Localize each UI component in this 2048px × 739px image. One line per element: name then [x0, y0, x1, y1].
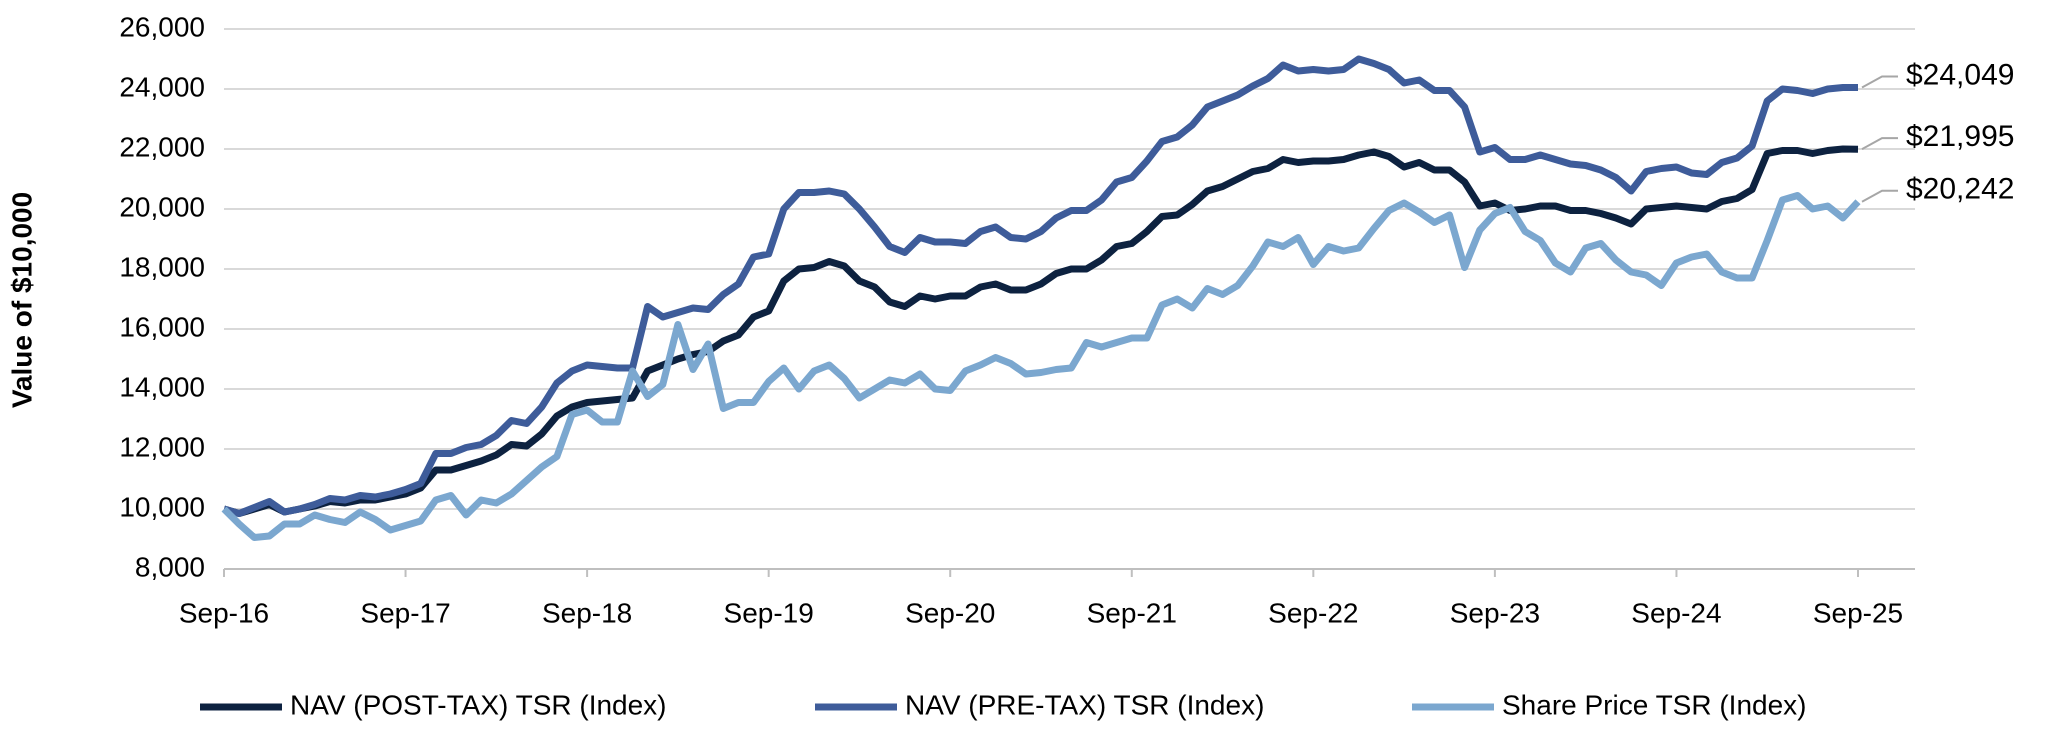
y-tick-label: 16,000	[119, 311, 205, 342]
y-axis-title: Value of $10,000	[6, 192, 37, 408]
y-tick-label: 20,000	[119, 191, 205, 222]
series-line	[223, 55, 1858, 517]
x-tick-label: Sep-21	[1087, 597, 1177, 628]
leader-line	[1861, 189, 1898, 203]
y-tick-label: 18,000	[119, 251, 205, 282]
x-tick-label: Sep-20	[905, 597, 995, 628]
y-tick-label: 22,000	[119, 131, 205, 162]
x-tick-label: Sep-23	[1450, 597, 1540, 628]
series-line	[223, 145, 1859, 517]
y-tick-label: 24,000	[119, 71, 205, 102]
x-tick-label: Sep-17	[360, 597, 450, 628]
data-label: $24,049	[1906, 58, 2014, 91]
x-tick-label: Sep-22	[1268, 597, 1358, 628]
leader-line	[1861, 75, 1898, 89]
legend-label: Share Price TSR (Index)	[1502, 689, 1807, 720]
legend-label: NAV (POST-TAX) TSR (Index)	[290, 689, 667, 720]
x-tick-label: Sep-16	[179, 597, 269, 628]
x-tick-label: Sep-18	[542, 597, 632, 628]
y-tick-label: 14,000	[119, 371, 205, 402]
x-tick-label: Sep-24	[1631, 597, 1721, 628]
y-tick-label: 8,000	[135, 551, 205, 582]
data-label: $21,995	[1906, 120, 2014, 153]
x-tick-label: Sep-25	[1813, 597, 1903, 628]
legend-label: NAV (PRE-TAX) TSR (Index)	[905, 689, 1264, 720]
y-tick-label: 10,000	[119, 491, 205, 522]
leader-line	[1861, 137, 1898, 151]
y-tick-label: 26,000	[119, 11, 205, 42]
x-tick-label: Sep-19	[724, 597, 814, 628]
y-tick-label: 12,000	[119, 431, 205, 462]
series-line	[221, 192, 1861, 541]
data-label: $20,242	[1906, 173, 2014, 206]
